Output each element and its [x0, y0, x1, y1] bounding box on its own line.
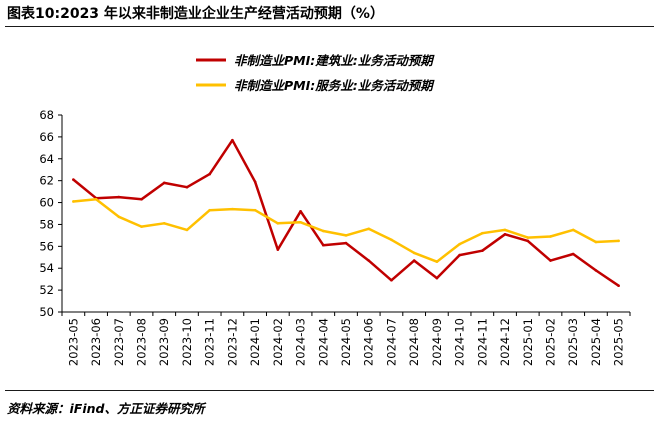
data-point-0 — [503, 232, 507, 236]
data-point-1 — [367, 227, 371, 231]
data-point-0 — [435, 276, 439, 280]
data-point-1 — [94, 197, 98, 201]
data-point-0 — [344, 241, 348, 245]
x-tick-label: 2023-07 — [112, 318, 126, 366]
data-point-1 — [435, 260, 439, 263]
data-point-0 — [481, 249, 484, 253]
data-point-1 — [140, 225, 143, 228]
data-point-0 — [185, 185, 189, 189]
data-point-0 — [367, 259, 371, 262]
y-tick-label: 56 — [39, 239, 54, 253]
x-tick-label: 2024-08 — [407, 318, 421, 366]
data-point-0 — [412, 259, 416, 262]
data-point-0 — [571, 252, 575, 256]
data-point-1 — [503, 228, 507, 232]
legend-label-services: 非制造业PMI:服务业:业务活动预期 — [234, 78, 435, 93]
x-tick-label: 2024-11 — [475, 318, 489, 366]
y-tick-label: 64 — [39, 152, 54, 166]
y-tick-label: 62 — [39, 174, 54, 188]
x-tick-label: 2024-05 — [339, 318, 353, 366]
x-tick-label: 2023-11 — [203, 318, 217, 366]
data-point-0 — [526, 239, 530, 243]
legend: 非制造业PMI:建筑业:业务活动预期 非制造业PMI:服务业:业务活动预期 — [196, 53, 435, 93]
data-point-1 — [185, 228, 189, 232]
data-point-1 — [412, 251, 416, 255]
data-point-1 — [72, 200, 75, 203]
x-tick-label: 2024-06 — [362, 318, 376, 366]
y-tick-label: 52 — [39, 283, 54, 297]
data-point-0 — [162, 181, 166, 185]
legend-label-construction: 非制造业PMI:建筑业:业务活动预期 — [234, 53, 435, 68]
x-tick-label: 2025-01 — [521, 318, 535, 366]
x-tick-label: 2025-02 — [543, 318, 557, 366]
x-tick-label: 2023-09 — [157, 318, 171, 366]
data-point-0 — [208, 172, 211, 176]
data-point-1 — [390, 238, 393, 242]
data-point-0 — [594, 269, 598, 272]
x-tick-label: 2024-10 — [453, 318, 467, 366]
data-point-0 — [458, 253, 461, 257]
y-tick-label: 68 — [39, 108, 54, 122]
data-point-1 — [253, 208, 257, 212]
x-tick-label: 2024-03 — [294, 318, 308, 366]
data-point-0 — [321, 243, 325, 247]
data-point-0 — [549, 259, 552, 262]
data-point-1 — [162, 222, 166, 225]
x-tick-label: 2023-06 — [89, 318, 103, 366]
data-point-1 — [208, 208, 211, 212]
data-point-0 — [117, 195, 121, 199]
data-point-1 — [571, 228, 575, 232]
x-tick-label: 2024-01 — [248, 318, 262, 366]
y-tick-label: 58 — [39, 217, 54, 231]
x-tick-label: 2024-12 — [498, 318, 512, 366]
x-tick-label: 2025-03 — [566, 318, 580, 366]
data-point-1 — [526, 236, 530, 239]
data-point-1 — [299, 220, 302, 224]
y-tick-label: 50 — [39, 305, 54, 319]
data-point-0 — [140, 197, 143, 201]
y-tick-label: 54 — [39, 261, 54, 275]
data-point-0 — [231, 138, 234, 142]
chart-title: 图表10:2023 年以来非制造业企业生产经营活动预期（%） — [7, 6, 384, 22]
data-point-1 — [321, 229, 325, 233]
y-tick-label: 60 — [39, 196, 54, 210]
data-point-1 — [276, 222, 280, 225]
data-point-1 — [231, 207, 234, 211]
x-tick-label: 2025-05 — [612, 318, 626, 366]
x-tick-label: 2025-04 — [589, 318, 603, 366]
top-divider — [5, 26, 654, 27]
data-point-1 — [481, 231, 484, 235]
x-tick-label: 2024-02 — [271, 318, 285, 366]
y-tick-label: 66 — [39, 130, 54, 144]
x-tick-label: 2023-12 — [225, 318, 239, 366]
x-tick-label: 2023-05 — [66, 318, 80, 366]
series-line-0 — [72, 138, 620, 287]
bottom-divider — [5, 390, 654, 391]
data-point-0 — [253, 180, 257, 184]
x-tick-label: 2024-09 — [430, 318, 444, 366]
x-tick-label: 2024-07 — [384, 318, 398, 366]
series-lines — [72, 138, 620, 288]
data-point-0 — [390, 278, 393, 282]
data-point-0 — [617, 284, 620, 288]
x-tick-label: 2023-10 — [180, 318, 194, 366]
data-point-0 — [72, 178, 75, 181]
data-point-1 — [617, 239, 620, 243]
data-point-0 — [276, 248, 280, 251]
axes: 50 52 54 56 58 60 62 64 66 68 2023-05 2023-06 2023-0… — [39, 108, 631, 366]
data-point-1 — [117, 215, 121, 219]
series-line-1 — [73, 198, 619, 263]
data-point-0 — [299, 210, 302, 213]
data-point-1 — [549, 235, 552, 238]
data-point-1 — [594, 240, 598, 244]
x-tick-label: 2024-04 — [316, 318, 330, 366]
line-chart: 50 52 54 56 58 60 62 64 66 68 2023-05 2023-06 2023-0… — [39, 53, 631, 366]
data-point-1 — [344, 234, 348, 237]
source-note: 资料来源：iFind、方正证券研究所 — [7, 401, 205, 416]
data-point-1 — [458, 242, 461, 246]
x-tick-label: 2023-08 — [135, 318, 149, 366]
